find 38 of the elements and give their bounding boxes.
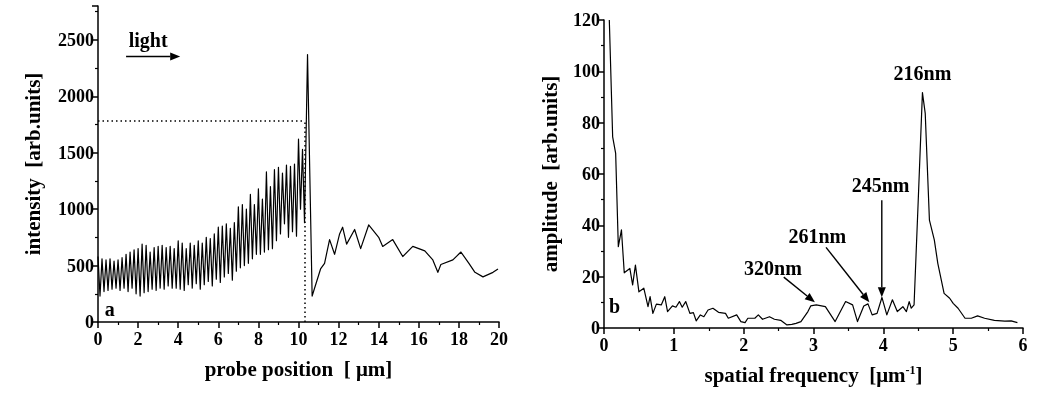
x-tick-label: 18 [449, 329, 468, 349]
x-tick-label: 12 [329, 329, 348, 349]
annotation: 320nm [744, 257, 803, 280]
x-tick-label: 2 [133, 329, 143, 349]
y-tick-label: 40 [582, 215, 600, 236]
x-axis-title: probe position [ μm] [204, 356, 393, 381]
x-tick-label: 4 [878, 335, 888, 355]
y-tick-label: 500 [67, 255, 94, 276]
annotation: 216nm [893, 61, 952, 84]
y-tick-label: 1000 [58, 199, 94, 220]
y-tick-label: 20 [582, 266, 600, 287]
x-tick-label: 16 [409, 329, 428, 349]
y-tick-label: 120 [573, 10, 600, 30]
annotation: light [128, 29, 168, 53]
x-tick-label: 10 [289, 329, 308, 349]
x-tick-label: 6 [1018, 335, 1028, 355]
x-tick-label: 6 [213, 329, 223, 349]
y-tick-label: 100 [573, 61, 600, 82]
x-tick-label: 14 [369, 329, 388, 349]
annotation: a [104, 298, 115, 321]
annotation: b [609, 295, 621, 318]
y-tick-label: 60 [582, 164, 600, 184]
x-tick-label: 20 [490, 329, 508, 349]
annotation: 245nm [851, 174, 910, 197]
y-axis-title: intensity [arb.units] [20, 72, 45, 256]
x-tick-label: 4 [173, 329, 183, 349]
x-tick-label: 2 [739, 335, 749, 355]
x-tick-label: 1 [669, 335, 679, 355]
y-tick-label: 1500 [58, 142, 94, 163]
x-tick-label: 3 [809, 335, 818, 355]
x-tick-label: 5 [948, 335, 958, 355]
y-axis-title: amplitude [arb.units] [537, 75, 562, 273]
y-tick-label: 2500 [58, 29, 94, 50]
y-tick-label: 0 [85, 312, 94, 332]
y-tick-label: 2000 [58, 86, 94, 107]
x-tick-label: 8 [253, 329, 263, 349]
annotation: 261nm [788, 225, 847, 248]
y-tick-label: 80 [582, 112, 600, 133]
